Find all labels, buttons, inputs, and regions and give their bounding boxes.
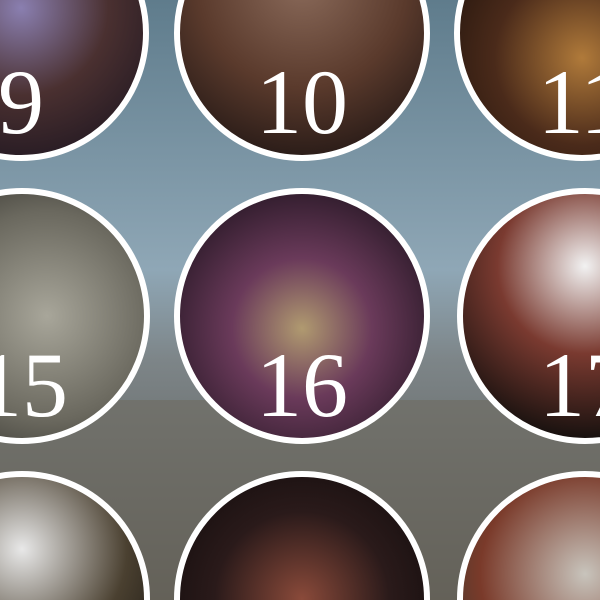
tile-photo[interactable] <box>174 471 430 600</box>
tile-photo[interactable] <box>457 188 600 444</box>
tile-photo[interactable] <box>0 471 150 600</box>
tile-number: 11 <box>538 51 600 153</box>
calendar-tile[interactable]: 15 <box>0 188 150 444</box>
tile-photo[interactable] <box>174 0 430 161</box>
calendar-tile[interactable]: 11 <box>454 0 600 161</box>
calendar-tile[interactable]: 10 <box>174 0 430 161</box>
calendar-tile[interactable]: 16 <box>174 188 430 444</box>
tile-photo[interactable] <box>0 0 149 161</box>
tile-photo[interactable] <box>457 471 600 600</box>
calendar-tile[interactable]: 17 <box>457 188 600 444</box>
calendar-tile[interactable]: 9 <box>0 0 149 161</box>
tile-photo[interactable] <box>454 0 600 161</box>
tile-photo[interactable] <box>174 188 430 444</box>
tile-number: 17 <box>539 334 600 436</box>
calendar-tile[interactable] <box>0 471 150 600</box>
tile-photo[interactable] <box>0 188 150 444</box>
tile-number: 10 <box>256 51 348 153</box>
calendar-tile[interactable] <box>174 471 430 600</box>
tile-number: 16 <box>256 334 348 436</box>
tile-number: 15 <box>0 334 68 436</box>
tile-number: 9 <box>0 51 44 153</box>
calendar-tile[interactable] <box>457 471 600 600</box>
